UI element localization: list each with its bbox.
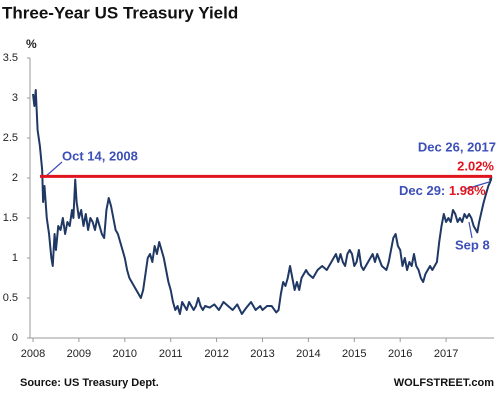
x-tick-label: 2015	[342, 348, 366, 360]
x-tick-label: 2016	[388, 348, 412, 360]
x-tick-label: 2017	[434, 348, 458, 360]
last-point-label: Dec 29: 1.98%	[399, 183, 486, 198]
y-tick-label: 2.5	[3, 132, 18, 144]
y-tick-label: 3.5	[3, 52, 18, 64]
annotation: Oct 14, 2008	[62, 148, 138, 163]
x-tick-label: 2014	[296, 348, 320, 360]
annotation: Sep 8	[455, 237, 490, 252]
x-tick-label: 2011	[159, 348, 183, 360]
y-tick-label: 0	[12, 332, 18, 344]
x-tick-label: 2010	[113, 348, 137, 360]
last-point	[489, 178, 493, 182]
x-tick-label: 2008	[21, 348, 45, 360]
y-tick-label: 1.5	[3, 212, 18, 224]
y-tick-label: 1	[12, 252, 18, 264]
y-tick-label: 3	[12, 92, 18, 104]
y-axis-label: %	[26, 37, 37, 51]
credit: WOLFSTREET.com	[394, 377, 494, 389]
chart-title: Three-Year US Treasury Yield	[2, 3, 238, 22]
arrow	[465, 181, 490, 190]
y-tick-label: 0.5	[3, 292, 18, 304]
x-tick-label: 2013	[250, 348, 274, 360]
reference-label: 2.02%	[457, 158, 494, 173]
x-tick-label: 2009	[67, 348, 91, 360]
source: Source: US Treasury Dept.	[20, 377, 159, 389]
line-series	[32, 89, 493, 315]
last-point-value: 1.98%	[449, 183, 486, 198]
annotation: Dec 26, 2017	[418, 139, 496, 154]
arrow	[468, 221, 473, 239]
x-tick-label: 2012	[204, 348, 228, 360]
y-tick-label: 2	[12, 172, 18, 184]
arrow	[44, 161, 63, 178]
last-point-prefix: Dec 29:	[399, 183, 445, 198]
